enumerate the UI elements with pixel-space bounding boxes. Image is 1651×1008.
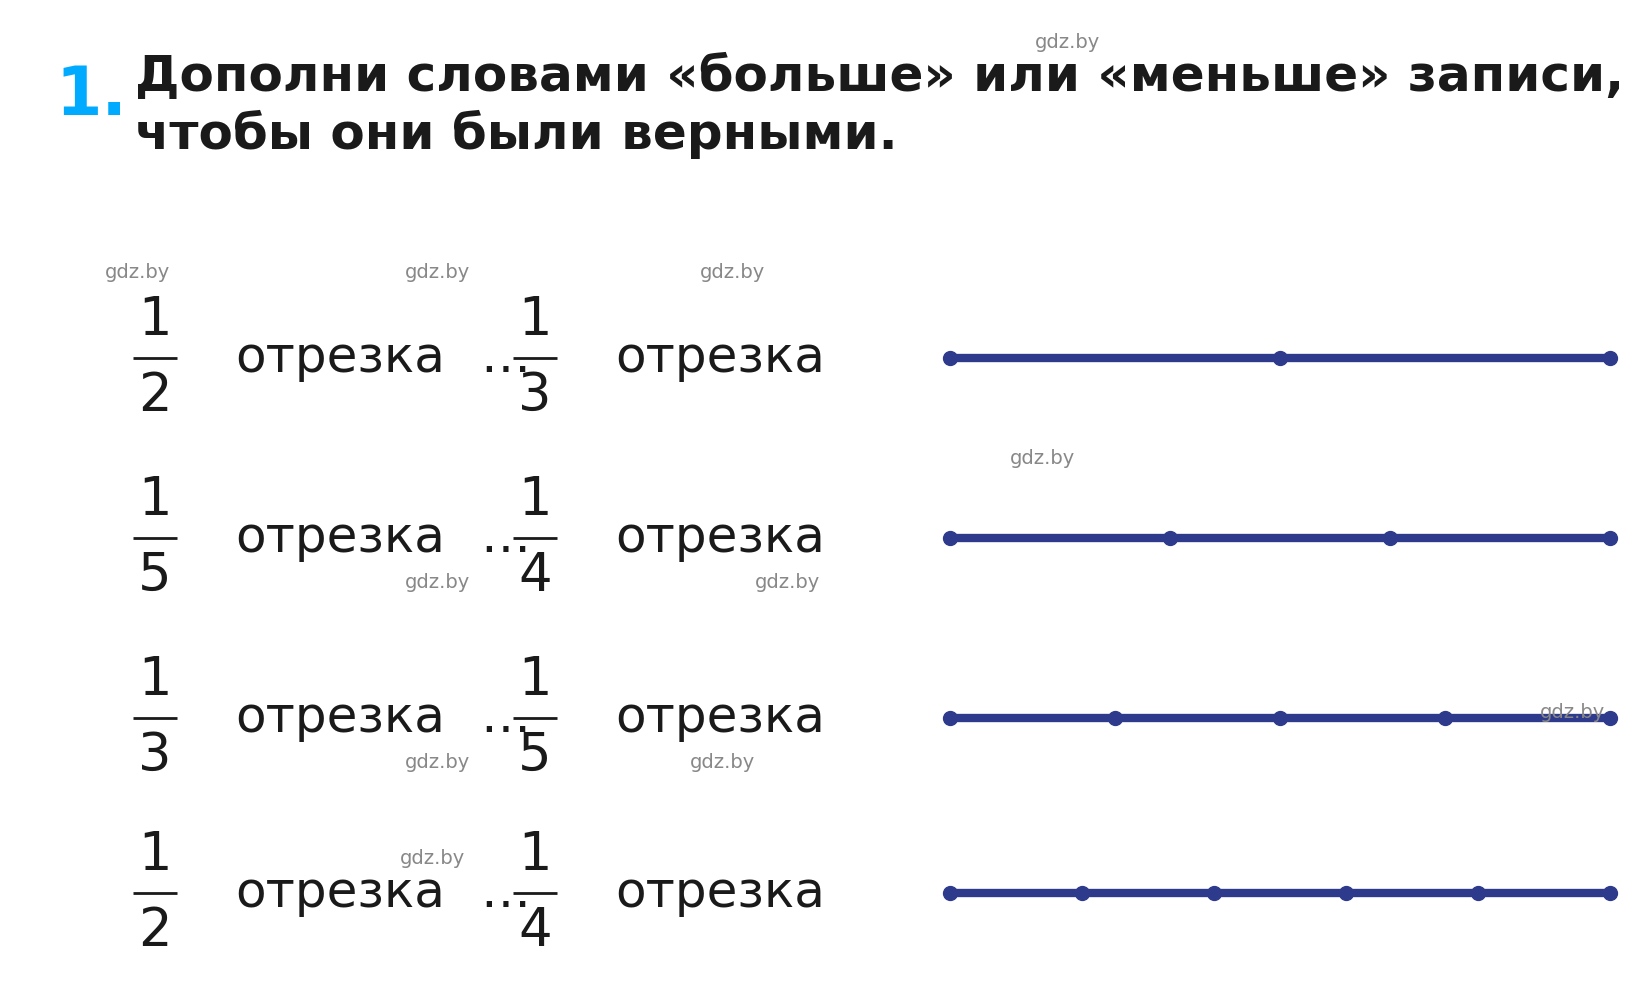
Text: 1: 1	[139, 474, 172, 526]
Text: gdz.by: gdz.by	[400, 849, 466, 868]
Text: отрезка: отрезка	[616, 869, 826, 917]
Text: gdz.by: gdz.by	[1540, 704, 1605, 723]
Text: gdz.by: gdz.by	[1035, 33, 1100, 52]
Text: отрезка: отрезка	[616, 514, 826, 562]
Text: 3: 3	[139, 730, 172, 782]
Text: gdz.by: gdz.by	[690, 754, 755, 772]
Text: отрезка: отрезка	[616, 334, 826, 382]
Text: отрезка: отрезка	[234, 869, 444, 917]
Text: 1: 1	[518, 829, 551, 881]
Text: 5: 5	[139, 550, 172, 602]
Text: …: …	[480, 514, 530, 562]
Text: 3: 3	[518, 370, 551, 422]
Text: отрезка: отрезка	[234, 694, 444, 742]
Text: gdz.by: gdz.by	[404, 574, 471, 593]
Text: 1: 1	[518, 294, 551, 346]
Text: gdz.by: gdz.by	[1010, 449, 1075, 468]
Text: gdz.by: gdz.by	[404, 263, 471, 282]
Text: 1.: 1.	[54, 64, 127, 129]
Text: gdz.by: gdz.by	[106, 263, 170, 282]
Text: отрезка: отрезка	[234, 334, 444, 382]
Text: 1: 1	[518, 474, 551, 526]
Text: 2: 2	[139, 370, 172, 422]
Text: gdz.by: gdz.by	[700, 263, 766, 282]
Text: Дополни словами «больше» или «меньше» записи,: Дополни словами «больше» или «меньше» за…	[135, 53, 1625, 101]
Text: gdz.by: gdz.by	[755, 574, 821, 593]
Text: 5: 5	[518, 730, 551, 782]
Text: 4: 4	[518, 905, 551, 957]
Text: 4: 4	[518, 550, 551, 602]
Text: …: …	[480, 334, 530, 382]
Text: …: …	[480, 694, 530, 742]
Text: …: …	[480, 869, 530, 917]
Text: 1: 1	[518, 654, 551, 706]
Text: отрезка: отрезка	[616, 694, 826, 742]
Text: 1: 1	[139, 829, 172, 881]
Text: 1: 1	[139, 294, 172, 346]
Text: gdz.by: gdz.by	[404, 754, 471, 772]
Text: 2: 2	[139, 905, 172, 957]
Text: отрезка: отрезка	[234, 514, 444, 562]
Text: чтобы они были верными.: чтобы они были верными.	[135, 110, 898, 159]
Text: 1: 1	[139, 654, 172, 706]
